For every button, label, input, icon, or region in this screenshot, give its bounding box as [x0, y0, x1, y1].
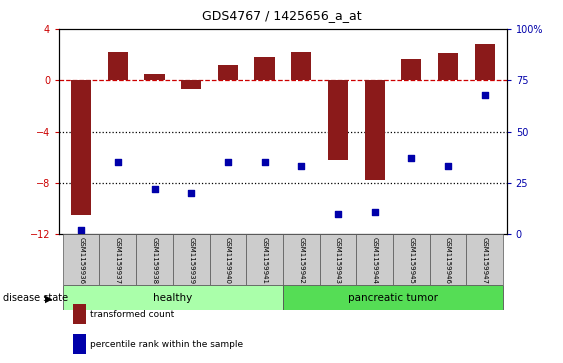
FancyBboxPatch shape — [430, 234, 466, 285]
FancyBboxPatch shape — [100, 234, 136, 285]
Text: disease state: disease state — [3, 293, 68, 303]
Text: GSM1159938: GSM1159938 — [151, 237, 158, 284]
Bar — [145, 74, 164, 80]
Bar — [438, 53, 458, 80]
Bar — [364, 80, 385, 180]
Text: GSM1159940: GSM1159940 — [225, 237, 231, 284]
Text: transformed count: transformed count — [90, 310, 175, 319]
FancyBboxPatch shape — [283, 285, 503, 310]
FancyBboxPatch shape — [356, 234, 393, 285]
Point — [187, 190, 196, 196]
Point — [260, 159, 269, 165]
Text: percentile rank within the sample: percentile rank within the sample — [90, 340, 243, 348]
FancyBboxPatch shape — [209, 234, 246, 285]
FancyBboxPatch shape — [173, 234, 209, 285]
Text: GSM1159937: GSM1159937 — [115, 237, 121, 284]
Point — [444, 164, 453, 170]
Bar — [291, 52, 311, 80]
Text: pancreatic tumor: pancreatic tumor — [348, 293, 438, 303]
Bar — [475, 44, 495, 80]
Point — [480, 92, 489, 98]
Bar — [401, 58, 421, 80]
Bar — [254, 57, 275, 80]
FancyBboxPatch shape — [63, 234, 100, 285]
Text: GSM1159946: GSM1159946 — [445, 237, 451, 284]
Point — [113, 159, 122, 165]
Text: GDS4767 / 1425656_a_at: GDS4767 / 1425656_a_at — [202, 9, 361, 22]
Bar — [328, 80, 348, 160]
Bar — [108, 52, 128, 80]
FancyBboxPatch shape — [393, 234, 430, 285]
Point — [297, 164, 306, 170]
Text: GSM1159941: GSM1159941 — [262, 237, 267, 284]
Point — [407, 155, 416, 161]
Text: GSM1159944: GSM1159944 — [372, 237, 378, 284]
Text: GSM1159939: GSM1159939 — [188, 237, 194, 284]
Point — [150, 186, 159, 192]
Bar — [71, 80, 91, 215]
Bar — [218, 65, 238, 80]
Text: healthy: healthy — [153, 293, 193, 303]
Text: ▶: ▶ — [46, 293, 53, 303]
Point — [224, 159, 233, 165]
Point — [333, 211, 342, 216]
FancyBboxPatch shape — [246, 234, 283, 285]
Bar — [181, 80, 202, 89]
Point — [370, 209, 379, 215]
FancyBboxPatch shape — [320, 234, 356, 285]
Text: GSM1159945: GSM1159945 — [408, 237, 414, 284]
Text: GSM1159947: GSM1159947 — [482, 237, 488, 284]
FancyBboxPatch shape — [283, 234, 320, 285]
FancyBboxPatch shape — [63, 285, 283, 310]
FancyBboxPatch shape — [136, 234, 173, 285]
Text: GSM1159936: GSM1159936 — [78, 237, 84, 284]
Text: GSM1159943: GSM1159943 — [335, 237, 341, 284]
FancyBboxPatch shape — [466, 234, 503, 285]
Point — [77, 227, 86, 233]
Text: GSM1159942: GSM1159942 — [298, 237, 304, 284]
